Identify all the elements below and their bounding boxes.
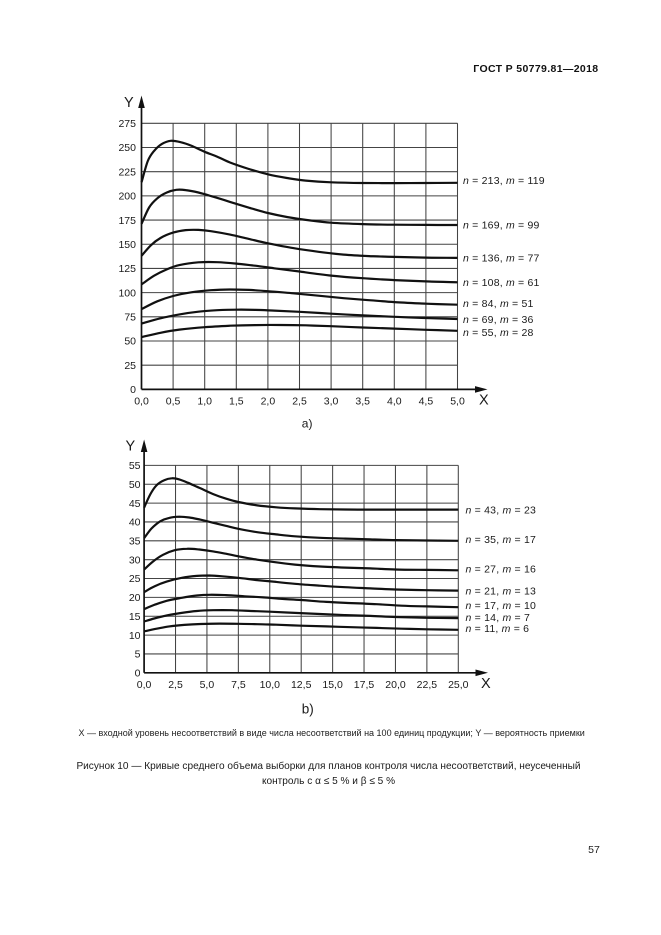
svg-text:275: 275 — [118, 118, 136, 130]
svg-text:n = 21, m = 13: n = 21, m = 13 — [466, 585, 537, 597]
svg-text:b): b) — [302, 701, 314, 716]
svg-text:75: 75 — [124, 312, 136, 324]
svg-text:n = 17, m = 10: n = 17, m = 10 — [466, 600, 537, 612]
svg-text:3,5: 3,5 — [355, 396, 370, 408]
svg-text:200: 200 — [118, 191, 136, 203]
svg-text:X: X — [481, 676, 491, 692]
svg-text:5,0: 5,0 — [200, 679, 215, 691]
svg-text:20: 20 — [129, 592, 141, 604]
svg-text:50: 50 — [129, 479, 141, 491]
svg-text:10: 10 — [129, 630, 141, 642]
svg-text:10,0: 10,0 — [260, 679, 281, 691]
svg-text:7,5: 7,5 — [231, 679, 246, 691]
svg-text:n = 213, m = 119: n = 213, m = 119 — [463, 175, 545, 187]
svg-text:20,0: 20,0 — [385, 679, 406, 691]
svg-text:55: 55 — [129, 460, 141, 472]
svg-text:n = 43, m = 23: n = 43, m = 23 — [466, 505, 537, 517]
svg-text:12,5: 12,5 — [291, 679, 312, 691]
svg-text:100: 100 — [118, 287, 136, 299]
svg-text:5,0: 5,0 — [450, 396, 465, 408]
svg-text:Y: Y — [126, 439, 136, 455]
svg-text:35: 35 — [129, 536, 141, 548]
svg-text:0,0: 0,0 — [134, 396, 149, 408]
svg-text:40: 40 — [129, 517, 141, 529]
svg-text:n = 11, m = 6: n = 11, m = 6 — [466, 623, 530, 635]
svg-text:2,5: 2,5 — [168, 679, 183, 691]
svg-text:250: 250 — [118, 142, 136, 154]
svg-text:225: 225 — [118, 166, 136, 178]
svg-text:1,0: 1,0 — [197, 396, 212, 408]
svg-text:25,0: 25,0 — [448, 679, 469, 691]
svg-text:17,5: 17,5 — [354, 679, 375, 691]
svg-text:0,5: 0,5 — [166, 396, 181, 408]
svg-text:50: 50 — [124, 336, 136, 348]
svg-text:n = 84, m = 51: n = 84, m = 51 — [463, 298, 534, 310]
svg-text:3,0: 3,0 — [324, 396, 339, 408]
svg-text:n = 35, m = 17: n = 35, m = 17 — [466, 534, 537, 546]
svg-text:5: 5 — [135, 649, 141, 661]
svg-text:22,5: 22,5 — [417, 679, 438, 691]
svg-text:25: 25 — [124, 360, 136, 372]
svg-text:2,0: 2,0 — [261, 396, 276, 408]
svg-text:a): a) — [302, 417, 313, 431]
svg-text:2,5: 2,5 — [292, 396, 307, 408]
svg-text:n = 14, m = 7: n = 14, m = 7 — [466, 612, 531, 624]
svg-text:15: 15 — [129, 611, 141, 623]
svg-text:150: 150 — [118, 239, 136, 251]
svg-text:0: 0 — [130, 384, 136, 396]
svg-text:n = 136, m = 77: n = 136, m = 77 — [463, 253, 540, 265]
svg-text:X: X — [479, 393, 489, 409]
svg-text:n = 108, m = 61: n = 108, m = 61 — [463, 277, 540, 289]
svg-text:4,5: 4,5 — [419, 396, 434, 408]
svg-text:Y: Y — [124, 95, 134, 111]
svg-text:175: 175 — [118, 215, 136, 227]
svg-text:n = 27, m = 16: n = 27, m = 16 — [466, 564, 537, 576]
svg-text:15,0: 15,0 — [322, 679, 343, 691]
svg-text:30: 30 — [129, 554, 141, 566]
svg-text:4,0: 4,0 — [387, 396, 402, 408]
svg-text:n = 55, m = 28: n = 55, m = 28 — [463, 327, 534, 339]
svg-text:125: 125 — [118, 263, 136, 275]
svg-text:0,0: 0,0 — [137, 679, 152, 691]
svg-text:45: 45 — [129, 498, 141, 510]
svg-text:0: 0 — [135, 668, 141, 680]
svg-text:n = 69, m = 36: n = 69, m = 36 — [463, 314, 534, 326]
svg-text:1,5: 1,5 — [229, 396, 244, 408]
svg-text:25: 25 — [129, 573, 141, 585]
svg-text:n = 169, m = 99: n = 169, m = 99 — [463, 220, 540, 232]
